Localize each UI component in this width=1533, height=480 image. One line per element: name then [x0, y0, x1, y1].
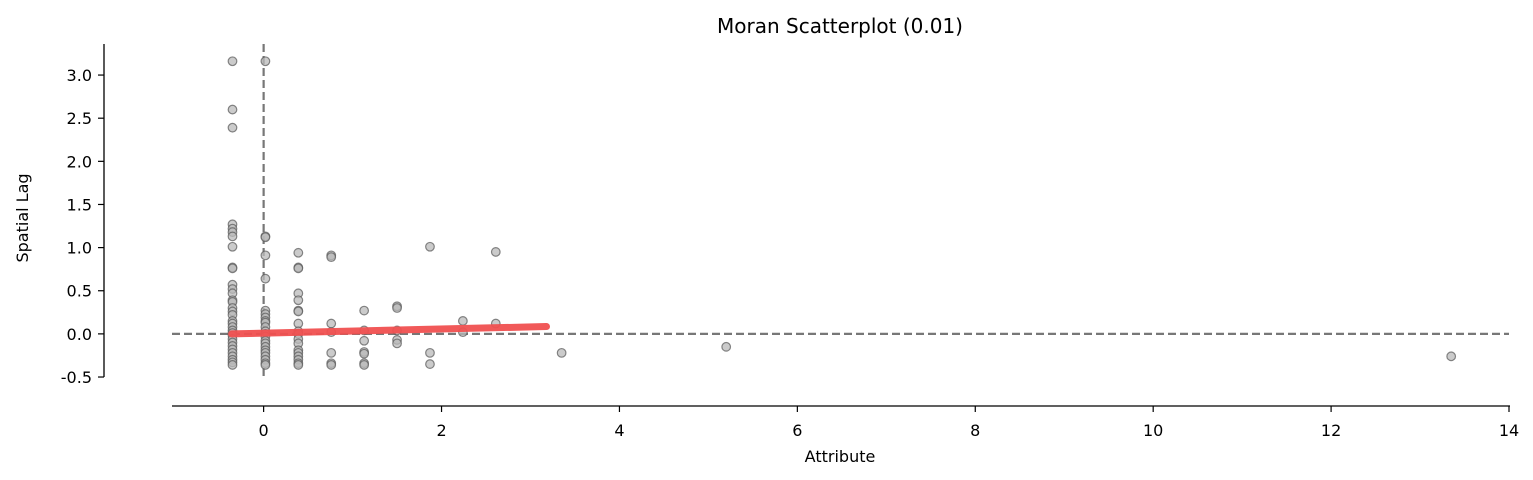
- data-point: [457, 316, 468, 326]
- data-point: [490, 247, 501, 257]
- y-tick-label: 2.5: [67, 109, 92, 128]
- data-point: [425, 359, 435, 369]
- data-point: [260, 360, 271, 370]
- y-tick-label: 0.5: [67, 282, 92, 301]
- data-point: [227, 231, 238, 242]
- y-axis-ticks: -0.5 0.0 0.5 1.0 1.5 2.0 2.5 3.0: [61, 66, 104, 387]
- y-tick-label: 2.0: [67, 152, 92, 171]
- data-point: [227, 104, 238, 115]
- y-tick-label: 1.0: [67, 239, 92, 258]
- data-point: [359, 305, 370, 316]
- y-tick-label: 3.0: [67, 66, 92, 85]
- x-tick-label: 12: [1321, 421, 1341, 440]
- data-point: [227, 241, 238, 252]
- data-point: [227, 122, 238, 133]
- y-tick-label: -0.5: [61, 368, 92, 387]
- x-tick-label: 8: [970, 421, 980, 440]
- data-point: [326, 318, 337, 329]
- x-axis-ticks: 0 2 4 6 8 10 12 14: [259, 406, 1519, 440]
- y-tick-label: 0.0: [67, 325, 92, 344]
- x-tick-label: 2: [436, 421, 446, 440]
- x-tick-label: 14: [1499, 421, 1519, 440]
- data-point: [1446, 351, 1457, 362]
- data-point: [425, 347, 435, 358]
- x-tick-label: 10: [1143, 421, 1163, 440]
- data-point: [260, 232, 271, 243]
- data-point: [227, 56, 238, 67]
- data-point: [326, 252, 337, 262]
- data-point: [293, 306, 304, 317]
- y-axis-label: Spatial Lag: [13, 173, 32, 262]
- data-point: [293, 263, 304, 274]
- data-point: [227, 263, 238, 274]
- data-point: [359, 360, 370, 370]
- data-point: [392, 338, 402, 349]
- data-point: [260, 56, 271, 67]
- data-point: [326, 347, 337, 358]
- axes: [103, 44, 1510, 407]
- data-point: [721, 341, 732, 352]
- data-point: [425, 241, 435, 252]
- regression-line: [228, 323, 551, 338]
- data-point: [556, 347, 567, 358]
- data-point: [392, 303, 402, 313]
- data-point: [260, 273, 271, 284]
- data-point: [326, 360, 337, 370]
- y-tick-label: 1.5: [67, 195, 92, 214]
- x-axis-label: Attribute: [805, 447, 876, 466]
- data-point: [293, 360, 304, 370]
- x-tick-label: 6: [792, 421, 802, 440]
- reference-lines: [172, 44, 1509, 378]
- x-tick-label: 4: [614, 421, 624, 440]
- scatter-points: [227, 56, 1457, 370]
- data-point: [359, 348, 370, 359]
- fit-line: [228, 323, 551, 338]
- data-point: [293, 295, 304, 306]
- data-point: [227, 360, 238, 370]
- data-point: [260, 250, 271, 261]
- data-point: [293, 247, 304, 258]
- chart-title: Moran Scatterplot (0.01): [717, 14, 963, 38]
- x-tick-label: 0: [259, 421, 269, 440]
- data-point: [359, 335, 370, 346]
